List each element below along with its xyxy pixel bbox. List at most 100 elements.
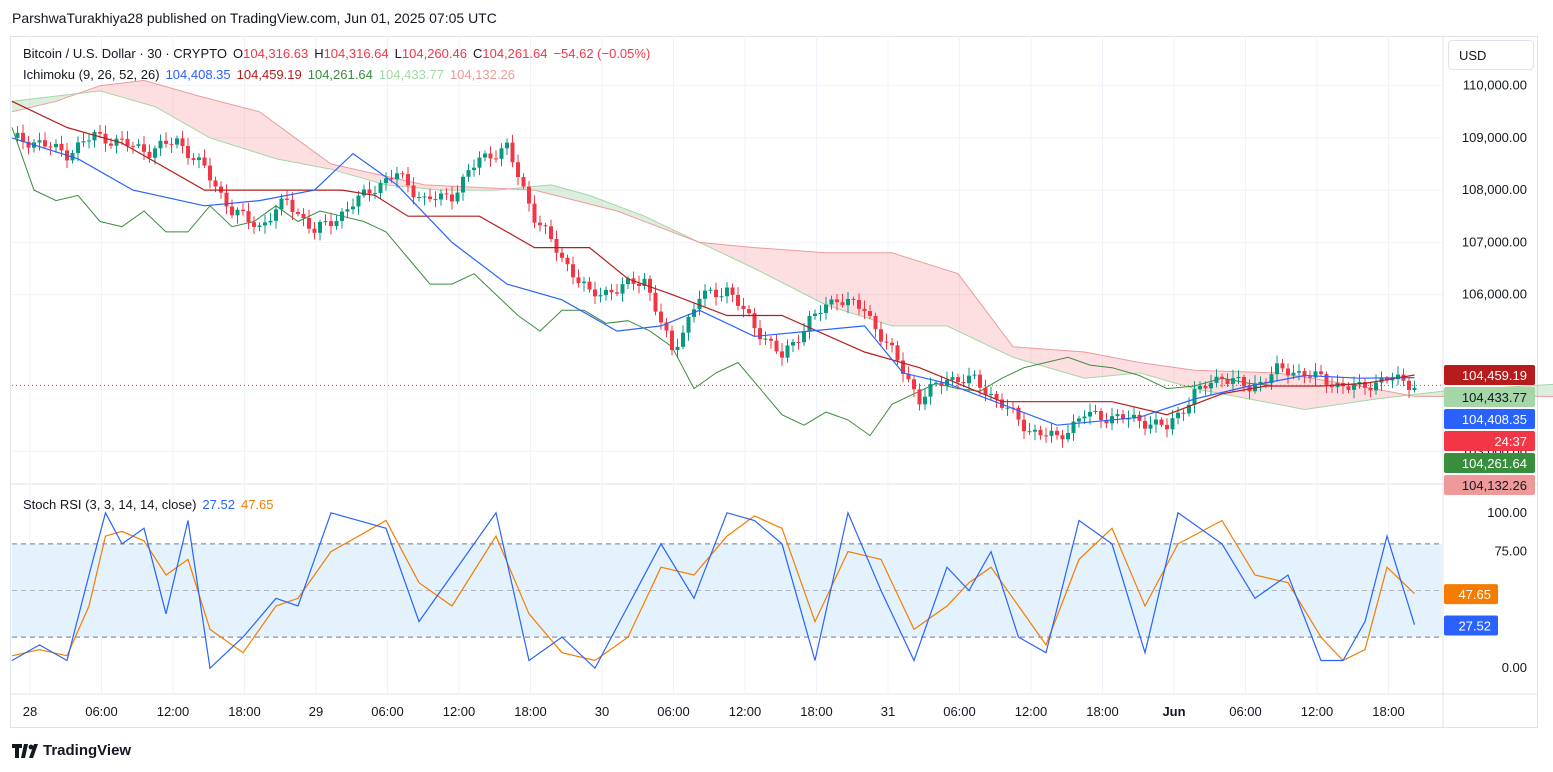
candle-body — [208, 165, 212, 181]
candle — [675, 338, 680, 359]
candle-body — [653, 292, 658, 312]
stoch-axis-label: 47.65 — [1458, 587, 1491, 602]
ichimoku-name[interactable]: Ichimoku (9, 26, 52, 26) — [23, 67, 160, 82]
candle-body — [1099, 411, 1103, 421]
cloud-segment — [435, 185, 441, 191]
candle-body — [708, 289, 713, 291]
candle-body — [939, 382, 944, 386]
candle — [1214, 369, 1219, 388]
candle — [461, 174, 465, 201]
candle — [494, 150, 498, 163]
cloud-segment — [298, 139, 304, 165]
candle-body — [351, 206, 355, 210]
cloud-segment — [584, 193, 590, 205]
candle-body — [763, 338, 768, 340]
candle — [1220, 373, 1224, 388]
cloud-segment — [1541, 384, 1547, 397]
candle — [356, 191, 361, 215]
price-axis-label: 24:37 — [1494, 434, 1527, 449]
candle — [1236, 370, 1241, 385]
candle — [598, 287, 603, 303]
tradingview-brand[interactable]: TradingView — [12, 742, 131, 759]
candle — [477, 151, 482, 176]
candle-body — [1225, 379, 1230, 384]
main-legend: Bitcoin / U.S. Dollar · 30 · CRYPTO O104,… — [23, 46, 656, 61]
candle — [538, 215, 542, 232]
candle — [224, 184, 229, 215]
candle — [312, 221, 317, 240]
candle-body — [571, 264, 575, 278]
cloud-segment — [1084, 352, 1090, 379]
cloud-segment — [837, 252, 843, 311]
candle — [351, 198, 355, 215]
cloud-segment — [1112, 357, 1118, 376]
candle — [164, 132, 168, 148]
stoch-d-value: 47.65 — [240, 497, 274, 512]
cloud-segment — [446, 185, 452, 191]
cloud-segment — [1013, 346, 1019, 359]
cloud-segment — [221, 101, 227, 144]
candle-body — [780, 351, 784, 358]
candle-body — [532, 203, 537, 223]
candle — [1071, 414, 1076, 441]
candle-body — [1143, 420, 1147, 429]
cloud-segment — [864, 252, 870, 319]
cloud-segment — [573, 190, 579, 202]
candle — [609, 284, 614, 301]
cloud-segment — [243, 107, 249, 151]
cloud-segment — [1233, 371, 1239, 397]
candle-body — [318, 221, 322, 233]
candle — [939, 375, 944, 395]
cloud-segment — [749, 247, 755, 269]
cloud-segment — [336, 165, 342, 173]
candle — [252, 216, 256, 235]
candle-body — [230, 206, 234, 216]
stoch-name[interactable]: Stoch RSI (3, 3, 14, 14, close) — [23, 497, 197, 512]
candle — [1110, 407, 1114, 430]
candle — [752, 308, 757, 336]
candle — [912, 375, 916, 398]
candle — [1022, 412, 1026, 439]
cloud-segment — [661, 224, 667, 230]
cloud-segment — [89, 87, 95, 93]
candle-body — [312, 228, 317, 233]
candle — [1242, 374, 1246, 392]
candle — [818, 305, 823, 322]
candle-body — [637, 283, 641, 286]
candle-body — [202, 157, 207, 166]
candle-body — [1181, 412, 1186, 414]
cloud-segment — [50, 96, 56, 103]
candle — [329, 212, 333, 235]
cloud-segment — [567, 189, 573, 200]
price-axis-label: 104,459.19 — [1462, 368, 1527, 383]
candle — [191, 153, 196, 166]
candle-body — [54, 143, 58, 148]
candle — [521, 173, 526, 189]
candle — [1198, 381, 1202, 394]
candle — [1093, 404, 1098, 415]
cloud-segment — [1068, 350, 1074, 375]
candle-body — [1187, 404, 1191, 414]
candle — [1176, 406, 1180, 425]
candle — [378, 179, 383, 200]
candle — [796, 334, 801, 350]
cloud-segment — [1134, 361, 1140, 374]
candle — [1275, 355, 1279, 382]
candle-body — [818, 312, 823, 314]
candle-body — [1258, 381, 1263, 384]
candle-body — [1115, 414, 1120, 417]
candle-body — [1220, 376, 1224, 380]
currency-button[interactable]: USD — [1448, 40, 1534, 70]
candle-body — [972, 374, 977, 376]
symbol-label[interactable]: Bitcoin / U.S. Dollar · 30 · CRYPTO — [23, 46, 227, 61]
candle — [565, 254, 570, 272]
candle-body — [428, 196, 432, 200]
candle-body — [488, 153, 493, 159]
candle-body — [158, 140, 163, 149]
candle-body — [224, 192, 229, 207]
candle — [334, 215, 339, 230]
candle-body — [1313, 371, 1318, 378]
lead-b-value: 104,132.26 — [449, 67, 515, 82]
time-tick-label: 18:00 — [800, 704, 833, 719]
